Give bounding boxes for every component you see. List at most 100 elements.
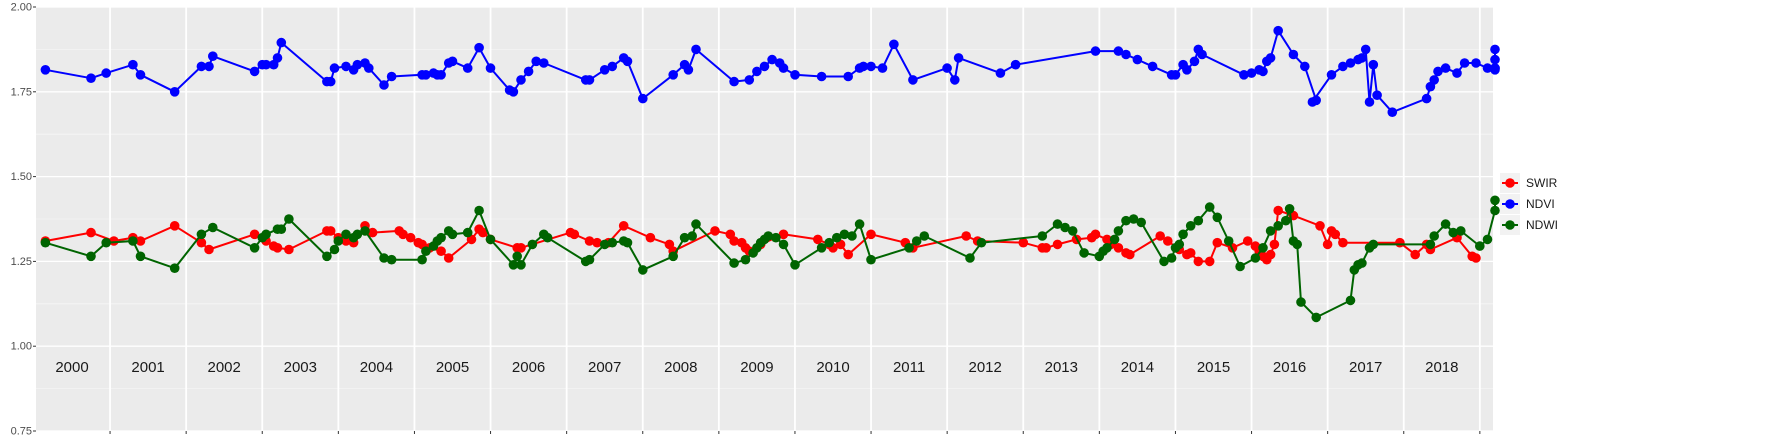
data-point-swir <box>1204 256 1215 267</box>
data-point-swir <box>1471 253 1481 263</box>
data-point-ndwi <box>1136 217 1146 228</box>
data-point-ndwi <box>1284 204 1295 214</box>
year-label: 2014 <box>1121 359 1154 376</box>
year-label: 2000 <box>55 359 88 376</box>
data-point-swir <box>1338 237 1348 248</box>
data-point-swir <box>1265 249 1276 260</box>
data-point-ndvi <box>1265 53 1276 63</box>
data-point-ndvi <box>1170 70 1181 80</box>
y-tick-label: 1.50 <box>11 171 32 183</box>
year-label: 2006 <box>512 359 545 376</box>
data-point-ndwi <box>1482 234 1493 245</box>
data-point-ndvi <box>1490 63 1500 73</box>
legend: SWIR NDVI NDWI <box>1500 173 1558 235</box>
data-point-ndvi <box>1197 49 1207 60</box>
data-point-ndwi <box>1345 295 1356 306</box>
data-point-swir <box>405 232 416 243</box>
data-point-ndvi <box>364 63 374 73</box>
data-point-ndvi <box>196 61 207 72</box>
data-point-ndvi <box>584 75 595 85</box>
data-point-ndwi <box>866 254 876 265</box>
data-point-swir <box>1090 229 1101 240</box>
data-point-ndwi <box>447 229 458 240</box>
data-point-ndvi <box>421 70 431 80</box>
data-point-ndwi <box>1258 243 1268 253</box>
data-point-ndwi <box>276 224 287 234</box>
data-point-ndwi <box>284 214 294 224</box>
data-point-ndwi <box>1121 215 1131 226</box>
data-point-ndwi <box>668 251 678 262</box>
data-point-ndwi <box>1079 248 1089 258</box>
data-point-ndvi <box>341 61 351 72</box>
data-point-swir <box>204 244 214 255</box>
year-label: 2015 <box>1197 359 1230 376</box>
data-point-ndvi <box>436 70 446 80</box>
data-point-ndvi <box>1459 58 1470 68</box>
data-point-ndwi <box>911 236 922 246</box>
data-point-ndvi <box>767 54 777 65</box>
data-point-ndvi <box>204 61 214 72</box>
data-point-ndwi <box>249 243 260 253</box>
data-point-ndwi <box>322 251 332 262</box>
data-point-ndvi <box>386 71 397 82</box>
data-point-ndwi <box>379 253 389 263</box>
data-point-ndvi <box>889 39 899 50</box>
data-point-ndwi <box>86 251 96 262</box>
grid-layer <box>36 6 1493 432</box>
data-point-ndvi <box>379 80 389 90</box>
data-point-ndvi <box>1372 90 1382 100</box>
data-point-ndwi <box>1429 231 1439 241</box>
axis-layer: 0.75 1.00 1.25 1.50 1.75 2.00 <box>11 2 1481 438</box>
data-point-ndvi <box>40 65 51 75</box>
data-point-swir <box>1185 248 1196 258</box>
data-point-ndvi <box>1258 66 1268 77</box>
data-point-ndvi <box>1471 58 1481 68</box>
data-point-ndwi <box>1368 239 1379 250</box>
data-point-ndvi <box>249 66 260 77</box>
data-point-ndwi <box>607 237 618 248</box>
data-point-ndwi <box>40 237 51 248</box>
data-point-ndwi <box>1204 202 1215 212</box>
data-point-ndvi <box>778 63 789 73</box>
data-point-ndvi <box>447 56 458 67</box>
data-point-ndvi <box>729 76 739 87</box>
data-point-ndvi <box>474 42 484 53</box>
data-point-ndvi <box>691 44 701 55</box>
data-point-swir <box>1410 249 1420 260</box>
data-point-ndwi <box>839 229 850 240</box>
data-point-ndvi <box>1368 59 1379 70</box>
data-point-swir <box>1322 239 1333 250</box>
data-point-ndvi <box>1090 46 1101 56</box>
data-point-ndwi <box>1212 212 1223 223</box>
data-point-swir <box>1155 231 1165 241</box>
data-point-ndvi <box>352 59 363 70</box>
data-point-swir <box>1125 249 1135 260</box>
year-label: 2008 <box>664 359 697 376</box>
data-point-ndwi <box>196 229 207 240</box>
data-point-ndwi <box>341 229 351 240</box>
data-point-swir <box>710 226 720 236</box>
data-point-swir <box>1041 243 1051 253</box>
data-point-ndvi <box>1364 97 1375 107</box>
legend-key-point <box>1505 220 1515 230</box>
data-point-ndvi <box>622 56 633 67</box>
data-point-ndwi <box>816 243 827 253</box>
data-point-ndwi <box>462 227 473 238</box>
data-point-ndwi <box>417 254 427 265</box>
year-label: 2007 <box>588 359 621 376</box>
data-point-ndwi <box>1159 256 1169 267</box>
data-point-swir <box>866 229 876 240</box>
data-point-ndvi <box>1147 61 1158 72</box>
data-point-ndwi <box>679 232 690 243</box>
data-point-swir <box>729 236 739 246</box>
data-point-ndwi <box>976 237 987 248</box>
data-point-ndwi <box>1281 215 1291 226</box>
data-point-ndwi <box>599 239 610 250</box>
data-point-ndwi <box>854 219 865 229</box>
data-point-swir <box>367 227 378 238</box>
data-point-swir <box>961 231 971 241</box>
data-point-ndvi <box>1452 68 1462 78</box>
data-point-ndvi <box>1357 53 1367 63</box>
data-point-ndvi <box>1239 70 1249 80</box>
year-label: 2017 <box>1349 359 1382 376</box>
